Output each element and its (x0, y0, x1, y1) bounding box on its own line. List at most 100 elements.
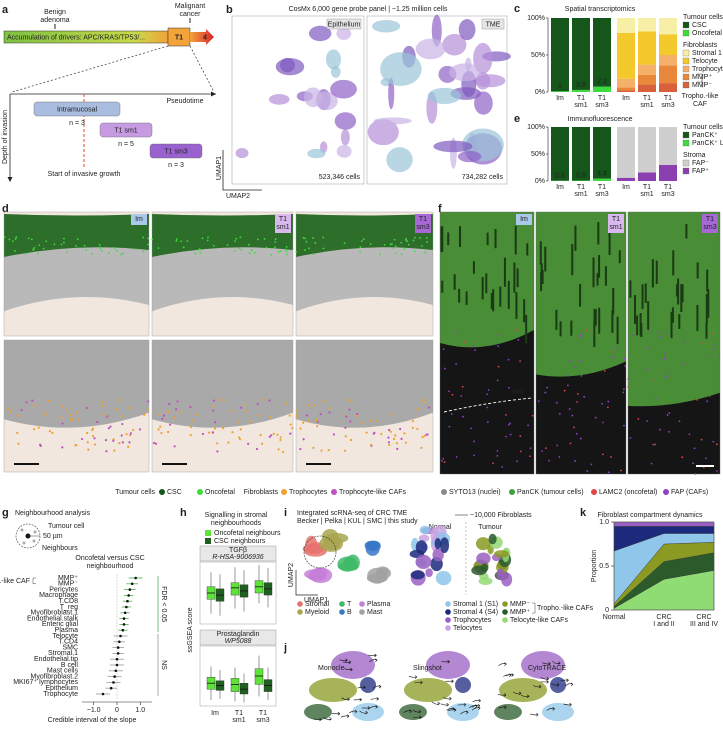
if-crypt (453, 274, 456, 290)
if-cell (715, 443, 718, 446)
label: Tumour cells (683, 14, 723, 21)
legend-dot (281, 489, 287, 495)
cell (305, 240, 308, 243)
legend-entry: PanCK⁺ LAMC2⁺ (692, 140, 723, 147)
stream-arrow (512, 691, 522, 696)
neighbour-cell (22, 541, 26, 545)
y-tick-label: 50% (531, 52, 545, 59)
label: Trophocytes (289, 489, 328, 496)
label: Im (520, 216, 528, 223)
cell (259, 433, 262, 437)
if-crypt (604, 266, 607, 286)
row-label: Mast cells (47, 668, 79, 675)
label: Fibroblast compartment dynamics (597, 512, 703, 519)
bar-segment (638, 172, 656, 181)
y-tick-label: 100% (527, 124, 545, 131)
if-cell (461, 385, 464, 388)
stream-arrow (542, 661, 551, 666)
legend-swatch (682, 57, 690, 65)
label: Tumour cells (115, 489, 155, 496)
label: Trophocyte-like CAFs (339, 489, 407, 496)
label: SYTO13 (nuclei) (449, 489, 501, 496)
if-crypt (559, 321, 562, 337)
if-cell (603, 369, 606, 372)
cell (315, 419, 318, 422)
x-tick-label: 0 (115, 707, 119, 714)
cell (207, 236, 209, 239)
if-cell (700, 438, 703, 441)
cell (121, 422, 124, 426)
cell (105, 450, 108, 453)
cell (83, 244, 86, 247)
if-crypt (490, 292, 493, 309)
if-cell (650, 462, 653, 465)
legend-dot (509, 489, 515, 495)
if-cell (681, 456, 684, 459)
umap-cluster (380, 52, 422, 86)
cell (11, 240, 14, 243)
umap-cluster (415, 540, 428, 555)
estimate (112, 681, 115, 684)
label: T1 (612, 216, 620, 223)
if-cell (692, 462, 695, 465)
if-cell (509, 433, 512, 436)
legend-dot (445, 609, 451, 615)
if-cell (569, 442, 572, 445)
if-cell (505, 414, 507, 416)
if-crypt (678, 314, 681, 329)
if-cell (594, 416, 597, 419)
label: UMAP1 (304, 597, 328, 604)
bar-segment (638, 127, 656, 173)
y-tick-label: 0.5 (599, 563, 609, 570)
cell (349, 420, 352, 423)
bar-segment (659, 55, 677, 66)
cell (157, 428, 160, 431)
cell (344, 449, 347, 452)
tissue (296, 340, 433, 428)
cell (100, 250, 103, 252)
if-cell (516, 460, 519, 463)
cell (395, 442, 399, 445)
cell (285, 245, 288, 248)
cell (240, 248, 243, 251)
if-cell (448, 425, 451, 428)
label: Oncofetal (205, 489, 235, 496)
umap-cluster (494, 550, 509, 558)
estimate (119, 634, 122, 638)
if-cell (668, 412, 671, 414)
tumour-edge (152, 214, 293, 257)
if-cell (711, 348, 713, 351)
cell (128, 441, 131, 444)
panel-header (199, 545, 277, 562)
cell (162, 414, 166, 417)
legend-swatch (205, 530, 211, 536)
x-tick-label: sm1 (640, 102, 653, 109)
cell (16, 431, 19, 434)
label: PanCK (tumour cells) (517, 489, 584, 496)
cell (320, 449, 323, 452)
cell (282, 451, 285, 454)
cell (147, 243, 150, 246)
label: Neighbourhood analysis (15, 510, 91, 517)
stream-arrow (441, 660, 450, 664)
cell (118, 398, 121, 402)
legend-dot (445, 617, 451, 623)
cell (173, 445, 176, 448)
if-crypt (499, 286, 502, 307)
estimate (114, 669, 118, 673)
if-crypt (540, 272, 543, 292)
umap-cluster (336, 27, 352, 41)
umap-cluster (431, 14, 442, 47)
cell (129, 434, 132, 437)
cell (427, 406, 431, 409)
label: Tropho.-like CAFs (537, 605, 594, 612)
bar-segment (638, 18, 656, 32)
bar-segment (659, 127, 677, 165)
if-cell (509, 422, 511, 425)
if-crypt (598, 255, 601, 278)
label: 50 µm (43, 533, 63, 540)
cell (390, 413, 394, 416)
bracket (32, 577, 36, 585)
label: Epithelium (328, 21, 361, 28)
if-crypt (593, 308, 596, 328)
